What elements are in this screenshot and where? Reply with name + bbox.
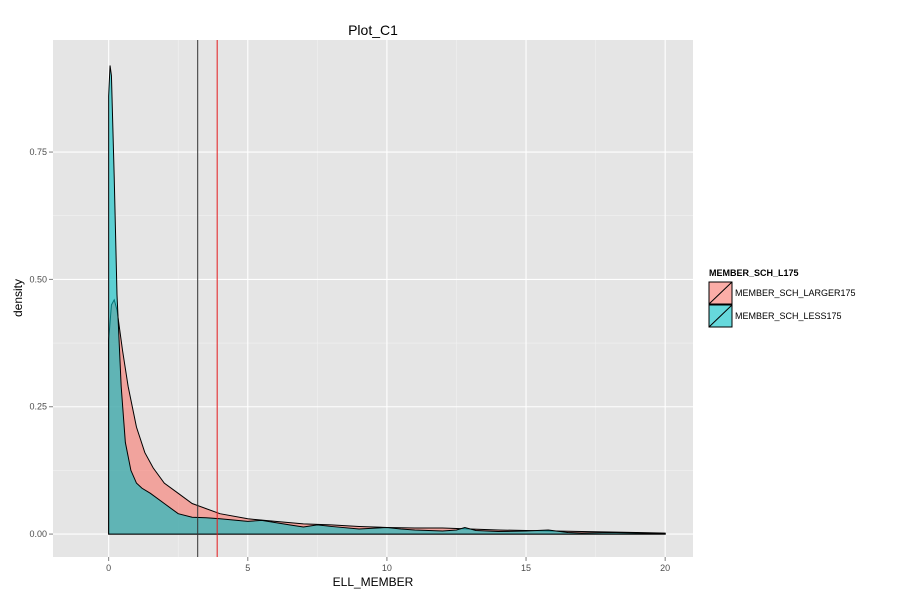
x-axis-title: ELL_MEMBER bbox=[333, 575, 414, 589]
x-axis-ticks: 0 5 10 15 20 bbox=[106, 557, 670, 573]
plot-panel bbox=[53, 40, 693, 557]
legend-swatch-slash bbox=[708, 281, 733, 305]
legend: MEMBER_SCH_L175 MEMBER_SCH_LARGER175MEMB… bbox=[708, 268, 856, 328]
legend-label: MEMBER_SCH_LARGER175 bbox=[735, 288, 856, 298]
y-axis-ticks: 0.00 0.25 0.50 0.75 bbox=[29, 147, 53, 539]
x-tick-label: 0 bbox=[106, 563, 111, 573]
x-tick-label: 15 bbox=[521, 563, 531, 573]
density-area-less175 bbox=[108, 65, 666, 535]
x-tick-label: 20 bbox=[660, 563, 670, 573]
y-tick-label: 0.00 bbox=[29, 529, 47, 539]
chart-title: Plot_C1 bbox=[348, 22, 398, 38]
legend-label: MEMBER_SCH_LESS175 bbox=[735, 311, 842, 321]
y-tick-label: 0.50 bbox=[29, 274, 47, 284]
minor-grid bbox=[53, 40, 693, 557]
legend-title: MEMBER_SCH_L175 bbox=[709, 268, 799, 278]
y-tick-label: 0.25 bbox=[29, 402, 47, 412]
y-axis-title: density bbox=[11, 279, 25, 317]
y-tick-label: 0.75 bbox=[29, 147, 47, 157]
x-tick-label: 10 bbox=[382, 563, 392, 573]
legend-swatch-slash bbox=[708, 304, 733, 328]
reference-lines bbox=[197, 40, 218, 557]
legend-items: MEMBER_SCH_LARGER175 MEMBER_SCH_LESS175 bbox=[708, 281, 856, 328]
x-tick-label: 5 bbox=[245, 563, 250, 573]
